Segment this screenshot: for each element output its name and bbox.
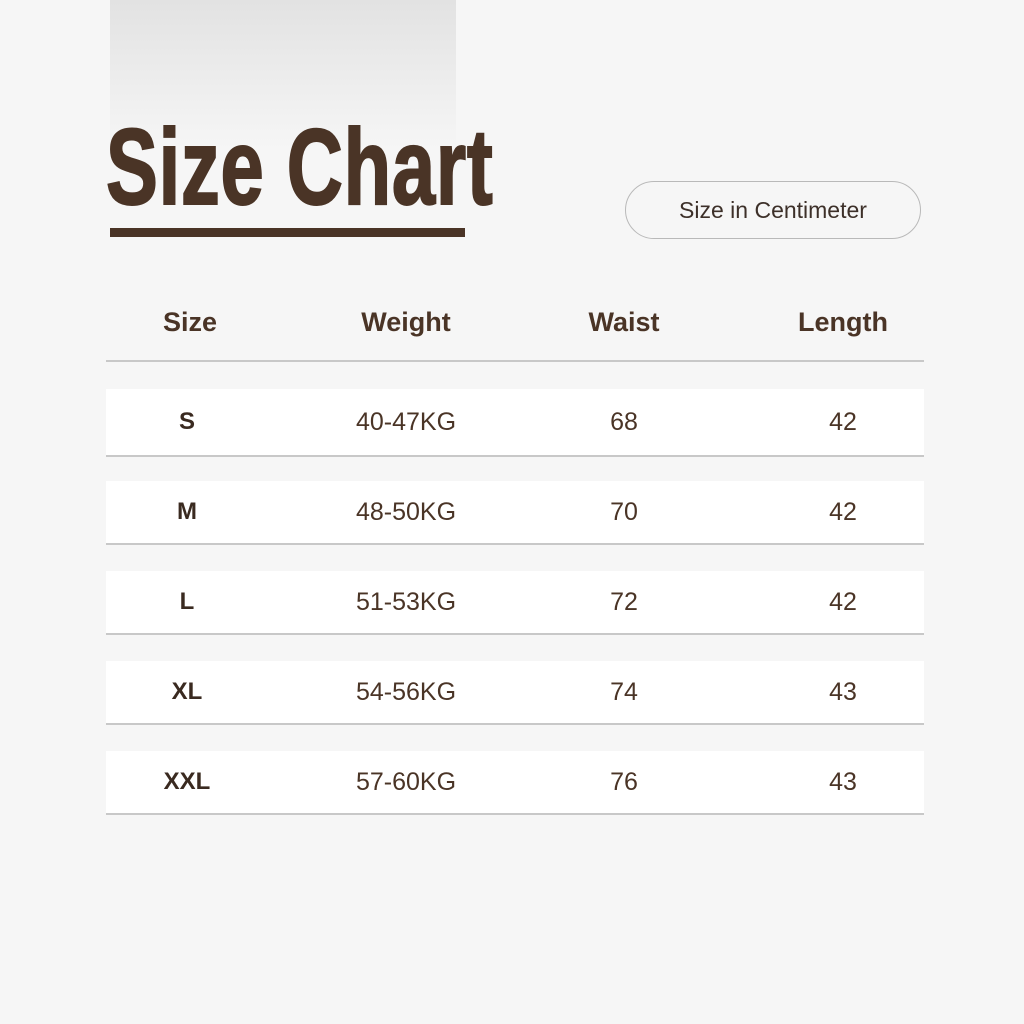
cell-waist: 72 (610, 587, 638, 616)
table-row: XXL 57-60KG 76 43 (106, 751, 924, 815)
unit-badge: Size in Centimeter (625, 181, 921, 239)
cell-length: 43 (829, 767, 857, 796)
cell-weight: 57-60KG (355, 767, 457, 796)
page-title: Size Chart (105, 106, 494, 227)
cell-weight: 54-56KG (355, 677, 457, 706)
cell-waist: 70 (610, 497, 638, 526)
cell-size: XL (171, 678, 203, 705)
cell-length: 42 (829, 407, 857, 436)
table-row: M 48-50KG 70 42 (106, 481, 924, 545)
table-row: S 40-47KG 68 42 (106, 389, 924, 457)
cell-length: 43 (829, 677, 857, 706)
title-underline (110, 228, 465, 237)
header-size: Size (162, 306, 218, 337)
cell-size: M (177, 498, 197, 525)
cell-size: XXL (163, 768, 211, 795)
cell-weight: 40-47KG (355, 407, 457, 436)
cell-weight: 51-53KG (355, 587, 457, 616)
unit-label: Size in Centimeter (679, 196, 867, 223)
cell-weight: 48-50KG (355, 497, 457, 526)
cell-waist: 68 (610, 407, 638, 436)
header-gradient (110, 0, 456, 150)
table-row: XL 54-56KG 74 43 (106, 661, 924, 725)
cell-size: S (178, 408, 196, 435)
cell-length: 42 (829, 587, 857, 616)
header-waist: Waist (588, 306, 660, 337)
table-header: Size Weight Waist Length (106, 300, 924, 362)
cell-waist: 74 (610, 677, 638, 706)
cell-length: 42 (829, 497, 857, 526)
cell-size: L (179, 588, 195, 615)
table-row: L 51-53KG 72 42 (106, 571, 924, 635)
header-length: Length (798, 306, 888, 337)
header-weight: Weight (361, 306, 451, 337)
cell-waist: 76 (610, 767, 638, 796)
